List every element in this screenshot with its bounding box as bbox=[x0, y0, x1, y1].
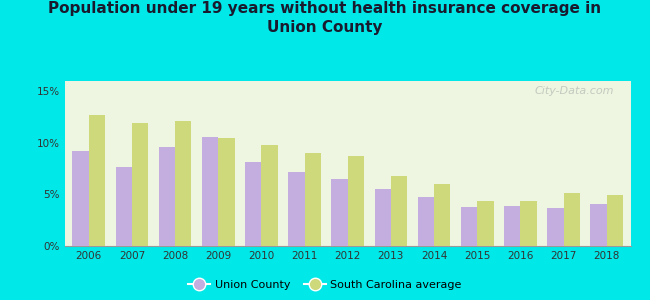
Text: City-Data.com: City-Data.com bbox=[534, 86, 614, 96]
Bar bbox=[89, 115, 105, 246]
Bar bbox=[332, 179, 348, 246]
Bar bbox=[477, 201, 493, 246]
Bar bbox=[348, 156, 364, 246]
Bar bbox=[564, 194, 580, 246]
Bar bbox=[418, 196, 434, 246]
Bar bbox=[132, 123, 148, 246]
Bar bbox=[434, 184, 450, 246]
Bar bbox=[305, 153, 321, 246]
Bar bbox=[590, 204, 606, 246]
Bar bbox=[504, 206, 521, 246]
Bar bbox=[461, 207, 477, 246]
Bar bbox=[288, 172, 305, 246]
Bar bbox=[72, 151, 89, 246]
Bar bbox=[261, 145, 278, 246]
Bar bbox=[159, 147, 175, 246]
Bar bbox=[245, 163, 261, 246]
Text: Population under 19 years without health insurance coverage in
Union County: Population under 19 years without health… bbox=[49, 2, 601, 35]
Bar bbox=[391, 176, 408, 246]
Bar bbox=[218, 138, 235, 246]
Bar bbox=[374, 189, 391, 246]
Bar bbox=[116, 167, 132, 246]
Bar bbox=[547, 208, 564, 246]
Legend: Union County, South Carolina average: Union County, South Carolina average bbox=[184, 276, 466, 294]
Bar bbox=[202, 137, 218, 246]
Bar bbox=[521, 201, 537, 246]
Bar bbox=[606, 196, 623, 246]
Bar bbox=[175, 121, 192, 246]
